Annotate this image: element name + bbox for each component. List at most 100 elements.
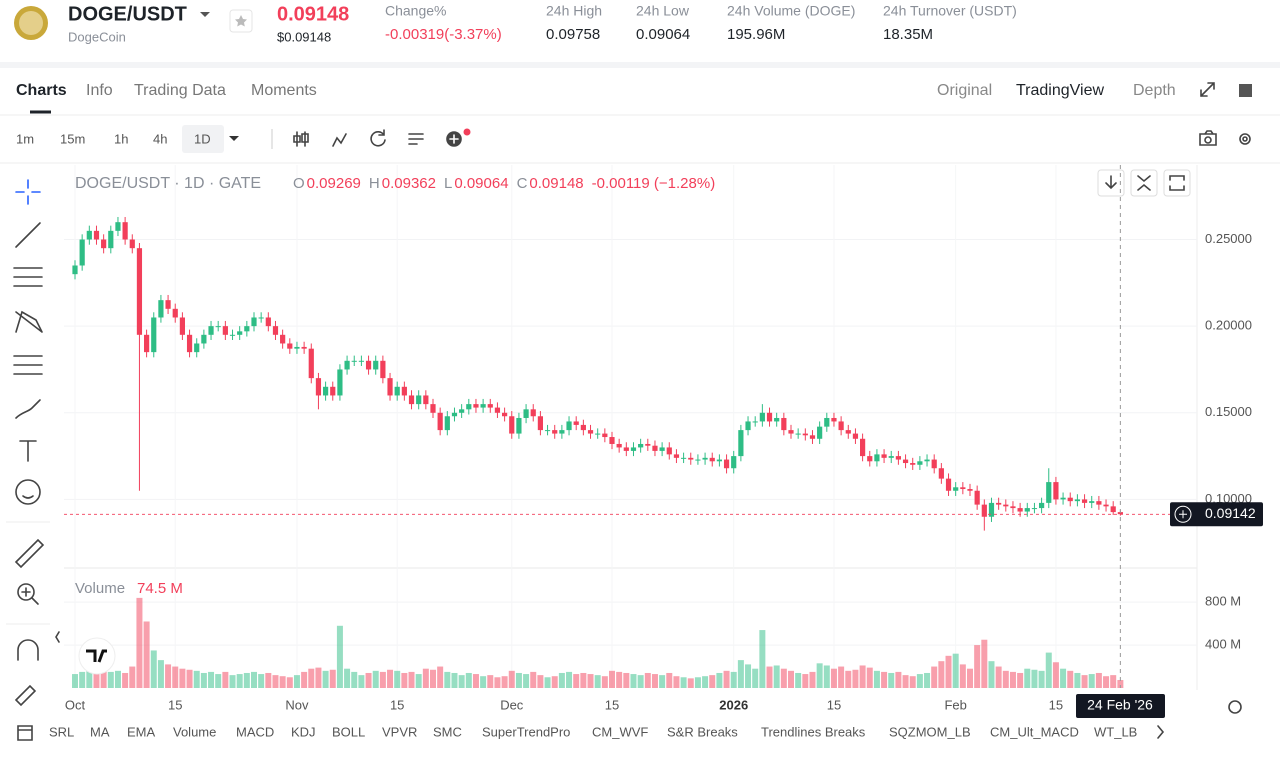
volume-bar (1081, 675, 1088, 688)
candle-body (122, 222, 128, 240)
candle-body (537, 416, 543, 431)
tab[interactable]: Info (86, 82, 113, 99)
candle-body (1089, 501, 1095, 503)
candle-body (559, 430, 565, 434)
volume-bar (988, 661, 995, 688)
symbol-caret[interactable] (200, 12, 210, 17)
drawing-tools[interactable] (13, 179, 1242, 741)
indicator[interactable]: SMC (433, 724, 462, 739)
volume-bar (802, 674, 809, 688)
last-price: 0.09148 (277, 3, 349, 25)
x-tick-label: 15 (605, 697, 619, 712)
fullscreen[interactable] (1239, 84, 1252, 97)
volume-bar (730, 671, 737, 688)
x-tick-label: 15 (1049, 697, 1063, 712)
candle-body (201, 334, 207, 344)
indicator[interactable]: KDJ (291, 724, 316, 739)
indicator[interactable]: SQZMOM_LB (889, 724, 971, 739)
tab[interactable]: Moments (251, 82, 317, 99)
candle-body (860, 438, 866, 457)
candle-body (380, 360, 386, 379)
candle-body (1103, 504, 1109, 507)
indicator[interactable]: SRL (49, 724, 74, 739)
view-option[interactable]: Depth (1133, 82, 1176, 99)
volume-bar (1045, 652, 1052, 688)
candle-body (108, 230, 114, 249)
candle-body (681, 457, 687, 459)
candle-body (86, 230, 92, 240)
view-option[interactable]: Original (937, 82, 992, 99)
volume-bar (587, 674, 594, 688)
collapse[interactable] (55, 631, 60, 643)
indicator[interactable]: MA (90, 724, 110, 739)
candle-body (215, 326, 221, 328)
view-option[interactable]: TradingView (1016, 82, 1104, 99)
toolbar-icons[interactable] (293, 82, 1251, 147)
candle-body (795, 433, 801, 435)
volume-bar (186, 669, 193, 688)
symbol[interactable]: DOGE/USDT (68, 3, 187, 25)
indicator[interactable]: S&R Breaks (667, 724, 738, 739)
volume-bar (888, 672, 895, 688)
indicator[interactable]: EMA (127, 724, 156, 739)
indicator[interactable]: MACD (236, 724, 274, 739)
indicator[interactable]: CM_WVF (592, 724, 648, 739)
x-tick-label: Oct (65, 697, 86, 712)
price-label-box (1170, 502, 1263, 527)
x-tick-label: Feb (944, 697, 966, 712)
candle-body (802, 433, 808, 436)
interval[interactable]: 15m (60, 131, 85, 146)
volume-tick-label: 400 M (1205, 637, 1241, 652)
tab[interactable]: Charts (16, 82, 67, 99)
volume-bar (773, 665, 780, 688)
more-indicators[interactable] (1157, 725, 1165, 739)
candle-body (1074, 499, 1080, 502)
volume-bar (458, 675, 465, 688)
volume-bar (258, 674, 265, 688)
candle-body (1060, 497, 1066, 500)
volume-bar (165, 664, 172, 688)
indicator[interactable]: VPVR (382, 724, 417, 739)
indicator[interactable]: Trendlines Breaks (761, 724, 866, 739)
indicator[interactable]: CM_Ult_MACD (990, 724, 1079, 739)
volume-bar (129, 666, 136, 688)
favorite[interactable] (229, 9, 253, 33)
candle-body (172, 308, 178, 318)
volume-bar (200, 672, 207, 688)
volume-bar (816, 663, 823, 688)
volume-bar (308, 668, 315, 688)
candle-body (473, 404, 479, 408)
volume-bar (193, 670, 200, 688)
indicator[interactable]: WT_LB (1094, 724, 1137, 739)
volume-bar (916, 674, 923, 688)
candle-body (251, 317, 257, 327)
candle-body (788, 430, 794, 434)
badge (463, 128, 471, 136)
volume-bar (716, 672, 723, 688)
candle-body (781, 417, 787, 431)
chart-buttons[interactable] (1097, 169, 1191, 197)
volume-bar (100, 668, 107, 688)
tab[interactable]: Trading Data (134, 82, 226, 99)
candle-body (552, 430, 558, 434)
candle-body (838, 421, 844, 431)
indicator[interactable]: BOLL (332, 724, 365, 739)
candle-body (723, 459, 730, 469)
candle-body (387, 378, 393, 396)
candle-body (587, 430, 594, 434)
stat-label: 24h Volume (DOGE) (727, 3, 855, 19)
interval[interactable]: 1m (16, 131, 34, 146)
candle-body (996, 502, 1002, 505)
interval[interactable]: 4h (153, 131, 167, 146)
interval[interactable]: 1D (194, 131, 211, 146)
coin-name: DogeCoin (68, 29, 126, 44)
interval-caret[interactable] (229, 136, 239, 141)
candle-body (1003, 504, 1009, 507)
indicator[interactable]: SuperTrendPro (482, 724, 570, 739)
interval[interactable]: 1h (114, 131, 128, 146)
candle-body (222, 326, 228, 335)
indicator[interactable]: Volume (173, 724, 216, 739)
volume-bar (845, 670, 852, 688)
candle-body (308, 348, 314, 379)
volume-bar (666, 672, 673, 688)
